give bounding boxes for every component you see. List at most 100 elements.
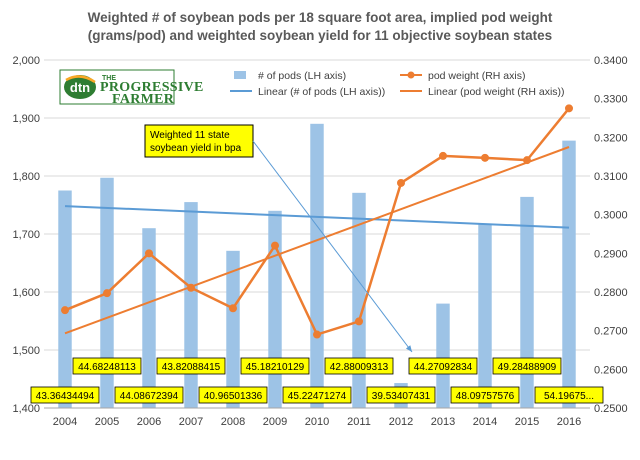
chart-title-line-1: Weighted # of soybean pods per 18 square…	[88, 10, 553, 25]
yield-label-2010: 45.22471274	[282, 386, 352, 404]
yield-label-text: 44.08672394	[120, 391, 179, 402]
x-tick-label: 2011	[347, 416, 371, 428]
legend-label: # of pods (LH axis)	[258, 70, 346, 82]
pod-weight-point-2010	[313, 330, 321, 339]
left-y-tick-label: 1,400	[12, 403, 40, 415]
yield-label-box	[156, 357, 226, 375]
right-y-tick-label: 0.2700	[594, 326, 628, 338]
logo-line-3: FARMER	[112, 92, 175, 107]
pod-weight-point-2004	[61, 306, 69, 315]
right-y-tick-label: 0.3400	[594, 55, 628, 67]
right-y-tick-label: 0.2900	[594, 248, 628, 260]
yield-label-text: 42.88009313	[330, 362, 389, 373]
yield-label-text: 43.36434494	[36, 391, 95, 402]
pod-weight-point-2005	[103, 289, 111, 298]
x-tick-label: 2009	[263, 416, 287, 428]
yield-label-text: 39.53407431	[372, 391, 431, 402]
right-y-tick-label: 0.2500	[594, 403, 628, 415]
yield-label-box	[324, 357, 394, 375]
yield-label-box	[198, 386, 268, 404]
x-tick-label: 2014	[473, 416, 497, 428]
x-axis: 2004 2005 2006 2007 2008 2009 2010 2011 2012 2013…	[44, 407, 590, 428]
callout-box	[144, 124, 254, 158]
left-y-tick-label: 1,700	[12, 229, 40, 241]
legend-item: # of pods (LH axis)	[234, 70, 346, 82]
pod-weight-point-2015	[523, 156, 531, 165]
pod-weight-point-2009	[271, 241, 279, 250]
yield-callout: Weighted 11 state soybean yield in bpa	[144, 124, 413, 353]
bar-2008	[226, 250, 240, 408]
legend-item: Linear (pod weight (RH axis))	[400, 86, 565, 98]
bar-2007	[184, 202, 198, 408]
legend: # of pods (LH axis) pod weight (RH axis) L…	[230, 70, 565, 98]
callout-arrow	[252, 140, 413, 353]
pod-weight-point-2007	[187, 283, 195, 292]
bar-2004	[58, 190, 72, 408]
yield-label-text: 49.28488909	[498, 362, 557, 373]
legend-item: pod weight (RH axis)	[400, 70, 525, 82]
yield-label-2012: 39.53407431	[366, 386, 436, 404]
right-y-tick-label: 0.3200	[594, 132, 628, 144]
pod-weight-point-2008	[229, 304, 237, 313]
yield-label-text: 48.09757576	[456, 391, 515, 402]
yield-label-box	[450, 386, 520, 404]
left-y-axis: 1,400 1,500 1,600 1,700 1,800 1,900 2,000	[12, 55, 40, 415]
left-y-tick-label: 1,500	[12, 345, 40, 357]
yield-label-box	[366, 386, 436, 404]
x-tick-label: 2008	[221, 416, 245, 428]
yield-label-box	[534, 386, 604, 404]
x-tick-label: 2007	[179, 416, 203, 428]
x-tick-label: 2012	[389, 416, 413, 428]
yield-label-2009: 45.18210129	[240, 357, 310, 375]
yield-label-2007: 43.82088415	[156, 357, 226, 375]
yield-label-2013: 44.27092834	[408, 357, 478, 375]
x-tick-label: 2015	[515, 416, 539, 428]
x-tick-label: 2006	[137, 416, 161, 428]
right-y-tick-label: 0.3100	[594, 171, 628, 183]
pod-weight-point-2013	[439, 151, 447, 160]
yield-label-box	[240, 357, 310, 375]
bar-2014	[478, 223, 492, 408]
yield-label-text: 45.22471274	[288, 391, 347, 402]
yield-label-box	[114, 386, 184, 404]
x-tick-label: 2005	[95, 416, 119, 428]
yield-label-text: 43.82088415	[162, 362, 221, 373]
pod-weight-point-2014	[481, 153, 489, 162]
chart-title-line-2: (grams/pod) and weighted soybean yield f…	[88, 28, 552, 43]
yield-label-2016: 54.19675...	[534, 386, 604, 404]
pod-weight-point-2006	[145, 249, 153, 258]
dtn-progressive-farmer-logo: dtn THE PROGRESSIVE FARMER	[59, 69, 204, 107]
bar-2006	[142, 228, 156, 408]
yield-label-box	[492, 357, 562, 375]
yield-label-2008: 40.96501336	[198, 386, 268, 404]
logo-line-2: PROGRESSIVE	[100, 80, 204, 95]
right-y-tick-label: 0.2600	[594, 364, 628, 376]
yield-label-box	[72, 357, 142, 375]
x-tick-label: 2013	[431, 416, 455, 428]
left-y-tick-label: 1,900	[12, 113, 40, 125]
pod-weight-line	[61, 104, 573, 339]
yield-label-box	[30, 386, 100, 404]
yield-label-text: 45.18210129	[246, 362, 305, 373]
x-tick-label: 2010	[305, 416, 329, 428]
legend-label: Linear (# of pods (LH axis))	[258, 86, 385, 98]
pod-weight-point-2016	[565, 104, 573, 113]
yield-labels: 43.36434494 44.68248113 44.08672394 43.8208…	[30, 357, 604, 404]
yield-label-2014: 48.09757576	[450, 386, 520, 404]
yield-label-text: 44.27092834	[414, 362, 473, 373]
callout-text-line: soybean yield in bpa	[150, 143, 242, 154]
yield-label-2004: 43.36434494	[30, 386, 100, 404]
legend-label: Linear (pod weight (RH axis))	[428, 86, 565, 98]
callout-text-line: Weighted 11 state	[150, 130, 230, 141]
x-tick-label: 2016	[557, 416, 581, 428]
bar-2015	[520, 196, 534, 408]
callout-arrowhead-icon	[405, 345, 412, 352]
dtn-badge-icon	[64, 75, 96, 99]
yield-label-2011: 42.88009313	[324, 357, 394, 375]
yield-label-text: 44.68248113	[78, 362, 136, 373]
trend-line-pod-weight	[64, 146, 570, 335]
logo-badge-text: dtn	[70, 80, 90, 95]
trend-line-pods	[64, 205, 570, 229]
chart-title: Weighted # of soybean pods per 18 square…	[88, 10, 553, 43]
